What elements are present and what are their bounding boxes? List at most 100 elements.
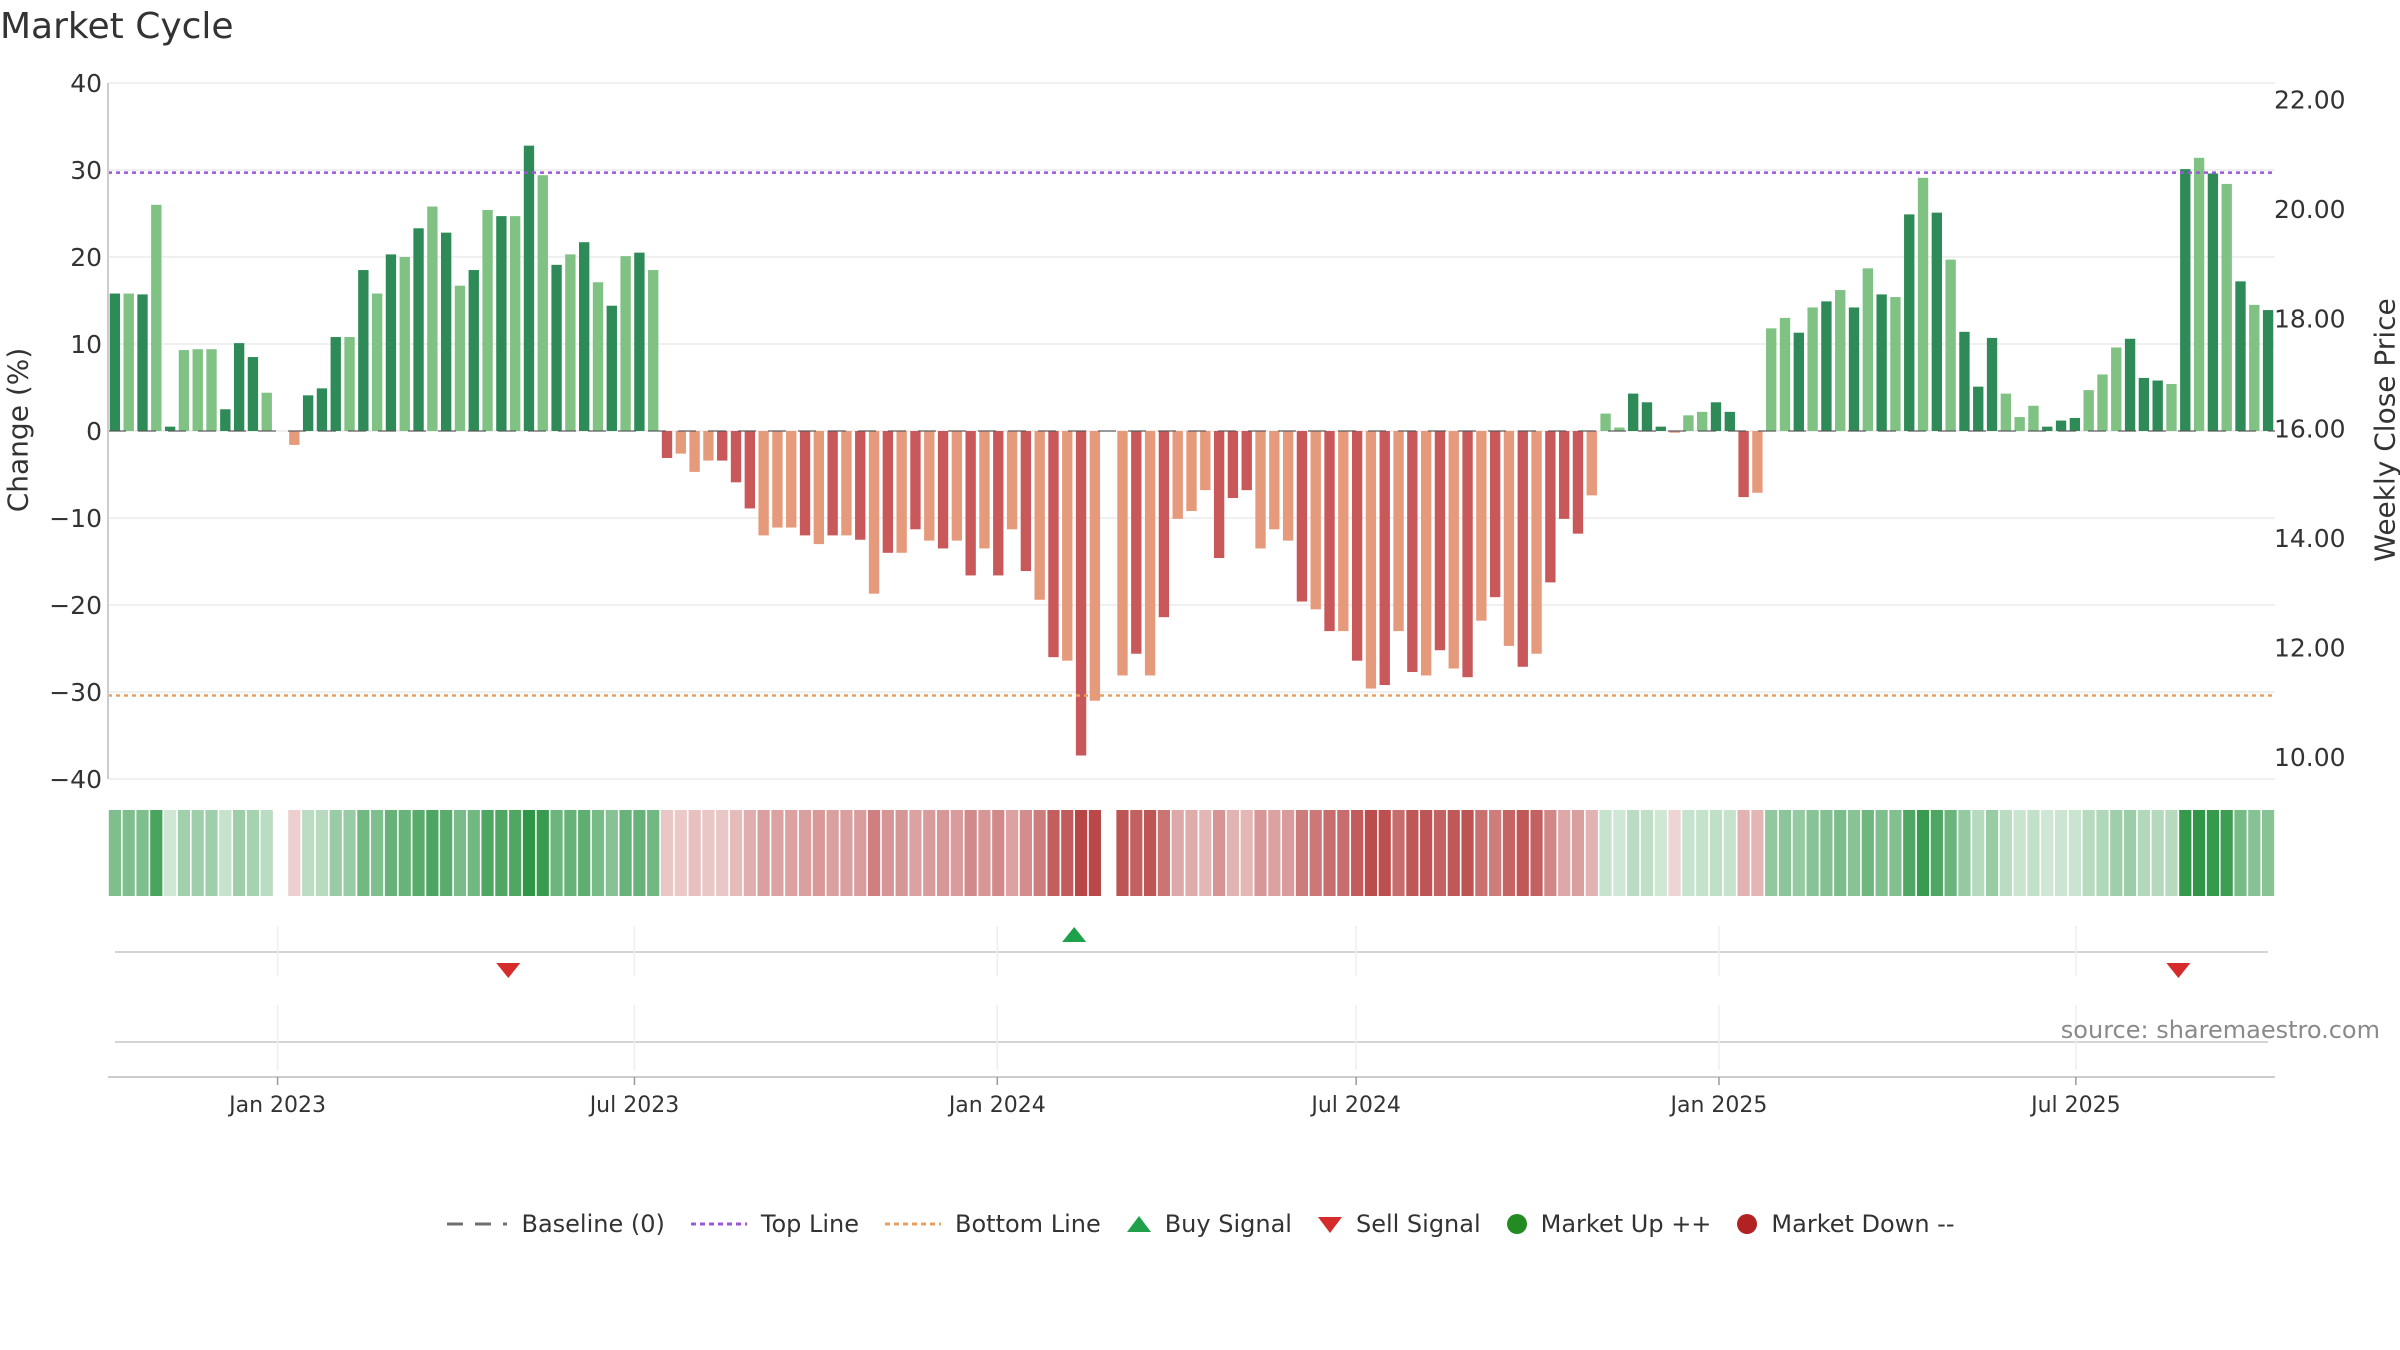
x-tick-label: Jan 2024 (947, 1093, 1046, 1118)
heat-cell (357, 810, 370, 896)
change-bar (151, 204, 162, 431)
heat-cell (1544, 810, 1557, 896)
legend-item-buy-signal[interactable]: Buy Signal (1125, 1210, 1292, 1238)
heat-cell (550, 810, 563, 896)
change-bar (924, 431, 935, 541)
change-bar (1835, 290, 1846, 431)
heat-cell (2068, 810, 2081, 896)
heat-cell (2027, 810, 2040, 896)
change-bar (951, 431, 963, 541)
change-bar (1462, 431, 1473, 678)
heat-cell (1157, 810, 1170, 896)
change-bar (220, 409, 231, 431)
heat-cell (1295, 810, 1309, 896)
heat-cell (895, 810, 908, 896)
heat-cell (2179, 810, 2192, 896)
change-bar (2221, 183, 2232, 431)
heat-cell (1930, 810, 1943, 896)
change-bar (109, 293, 121, 431)
change-bar (482, 210, 493, 431)
change-bar (579, 242, 590, 431)
change-bar (675, 431, 686, 454)
legend-item-top-line[interactable]: Top Line (689, 1210, 859, 1238)
change-bar (2193, 157, 2205, 431)
heat-cell (1516, 810, 1529, 896)
heat-cell (205, 810, 218, 896)
heat-cell (1696, 810, 1709, 896)
change-bar (841, 431, 852, 536)
legend-item-baseline[interactable]: Baseline (0) (445, 1210, 665, 1238)
heat-cell (1502, 810, 1516, 896)
change-bar (882, 431, 894, 553)
change-bar (648, 270, 659, 431)
change-bar (786, 431, 797, 528)
change-bar (1848, 307, 1860, 431)
heat-cell (1323, 810, 1336, 896)
heat-cell (674, 810, 687, 896)
heat-cell (288, 810, 301, 896)
change-bar (344, 337, 355, 431)
change-bar (1075, 431, 1087, 756)
change-bar (2111, 347, 2122, 431)
heat-cell (398, 810, 411, 896)
change-bar (1931, 212, 1943, 431)
change-bar (1200, 431, 1211, 491)
change-bar (2180, 169, 2191, 431)
change-bar (1641, 402, 1653, 431)
heat-cell (1903, 810, 1916, 896)
heat-cell (909, 810, 922, 896)
legend-label: Baseline (0) (521, 1210, 665, 1238)
change-bar (2235, 281, 2246, 431)
heat-cell (1351, 810, 1364, 896)
change-bar (537, 175, 548, 431)
legend-item-sell-signal[interactable]: Sell Signal (1316, 1210, 1481, 1238)
change-bar (799, 431, 811, 536)
heat-cell (2220, 810, 2233, 896)
heat-cell (1792, 810, 1805, 896)
heat-cell (578, 810, 591, 896)
heat-cell (1226, 810, 1240, 896)
heat-cell (2248, 810, 2261, 896)
heat-cell (1199, 810, 1212, 896)
change-bar (744, 431, 755, 509)
legend-item-bottom-line[interactable]: Bottom Line (883, 1210, 1101, 1238)
legend-item-market-down[interactable]: Market Down -- (1735, 1210, 1955, 1238)
change-bar (1062, 431, 1073, 661)
change-bar (2124, 338, 2136, 431)
heat-cell (1033, 810, 1046, 896)
change-bar (1393, 431, 1404, 632)
heat-cell (964, 810, 977, 896)
change-bar (689, 431, 700, 472)
change-bar (827, 431, 838, 536)
change-bar (2069, 417, 2081, 431)
heat-cell (1433, 810, 1447, 896)
y-left-tick-label: 40 (70, 69, 102, 98)
circle-icon (1506, 1214, 1527, 1234)
heat-cell (1765, 810, 1778, 896)
dotted-line-icon (690, 1222, 747, 1226)
y-right-tick-label: 20.00 (2274, 195, 2346, 224)
heat-cell (2137, 810, 2150, 896)
change-bar (496, 216, 507, 431)
sell-signal-marker (496, 963, 521, 978)
heat-cell (1447, 810, 1460, 896)
heat-cell (343, 810, 356, 896)
heat-cell (1613, 810, 1626, 896)
heat-cell (1489, 810, 1502, 896)
legend-label: Top Line (760, 1210, 860, 1238)
change-bar (2000, 393, 2012, 431)
heat-cell (1585, 810, 1598, 896)
change-bar (910, 431, 921, 530)
legend-label: Buy Signal (1164, 1210, 1292, 1238)
legend-item-market-up[interactable]: Market Up ++ (1505, 1210, 1711, 1238)
change-bar (606, 305, 617, 431)
change-bar (1503, 431, 1515, 646)
change-bar (1558, 431, 1570, 519)
change-bar (1752, 431, 1763, 493)
change-bar (855, 431, 866, 540)
y-left-tick-label: 30 (70, 156, 102, 185)
heat-cell (1268, 810, 1281, 896)
heat-cell (1406, 810, 1419, 896)
heat-cell (1861, 810, 1874, 896)
change-bar (868, 431, 880, 594)
